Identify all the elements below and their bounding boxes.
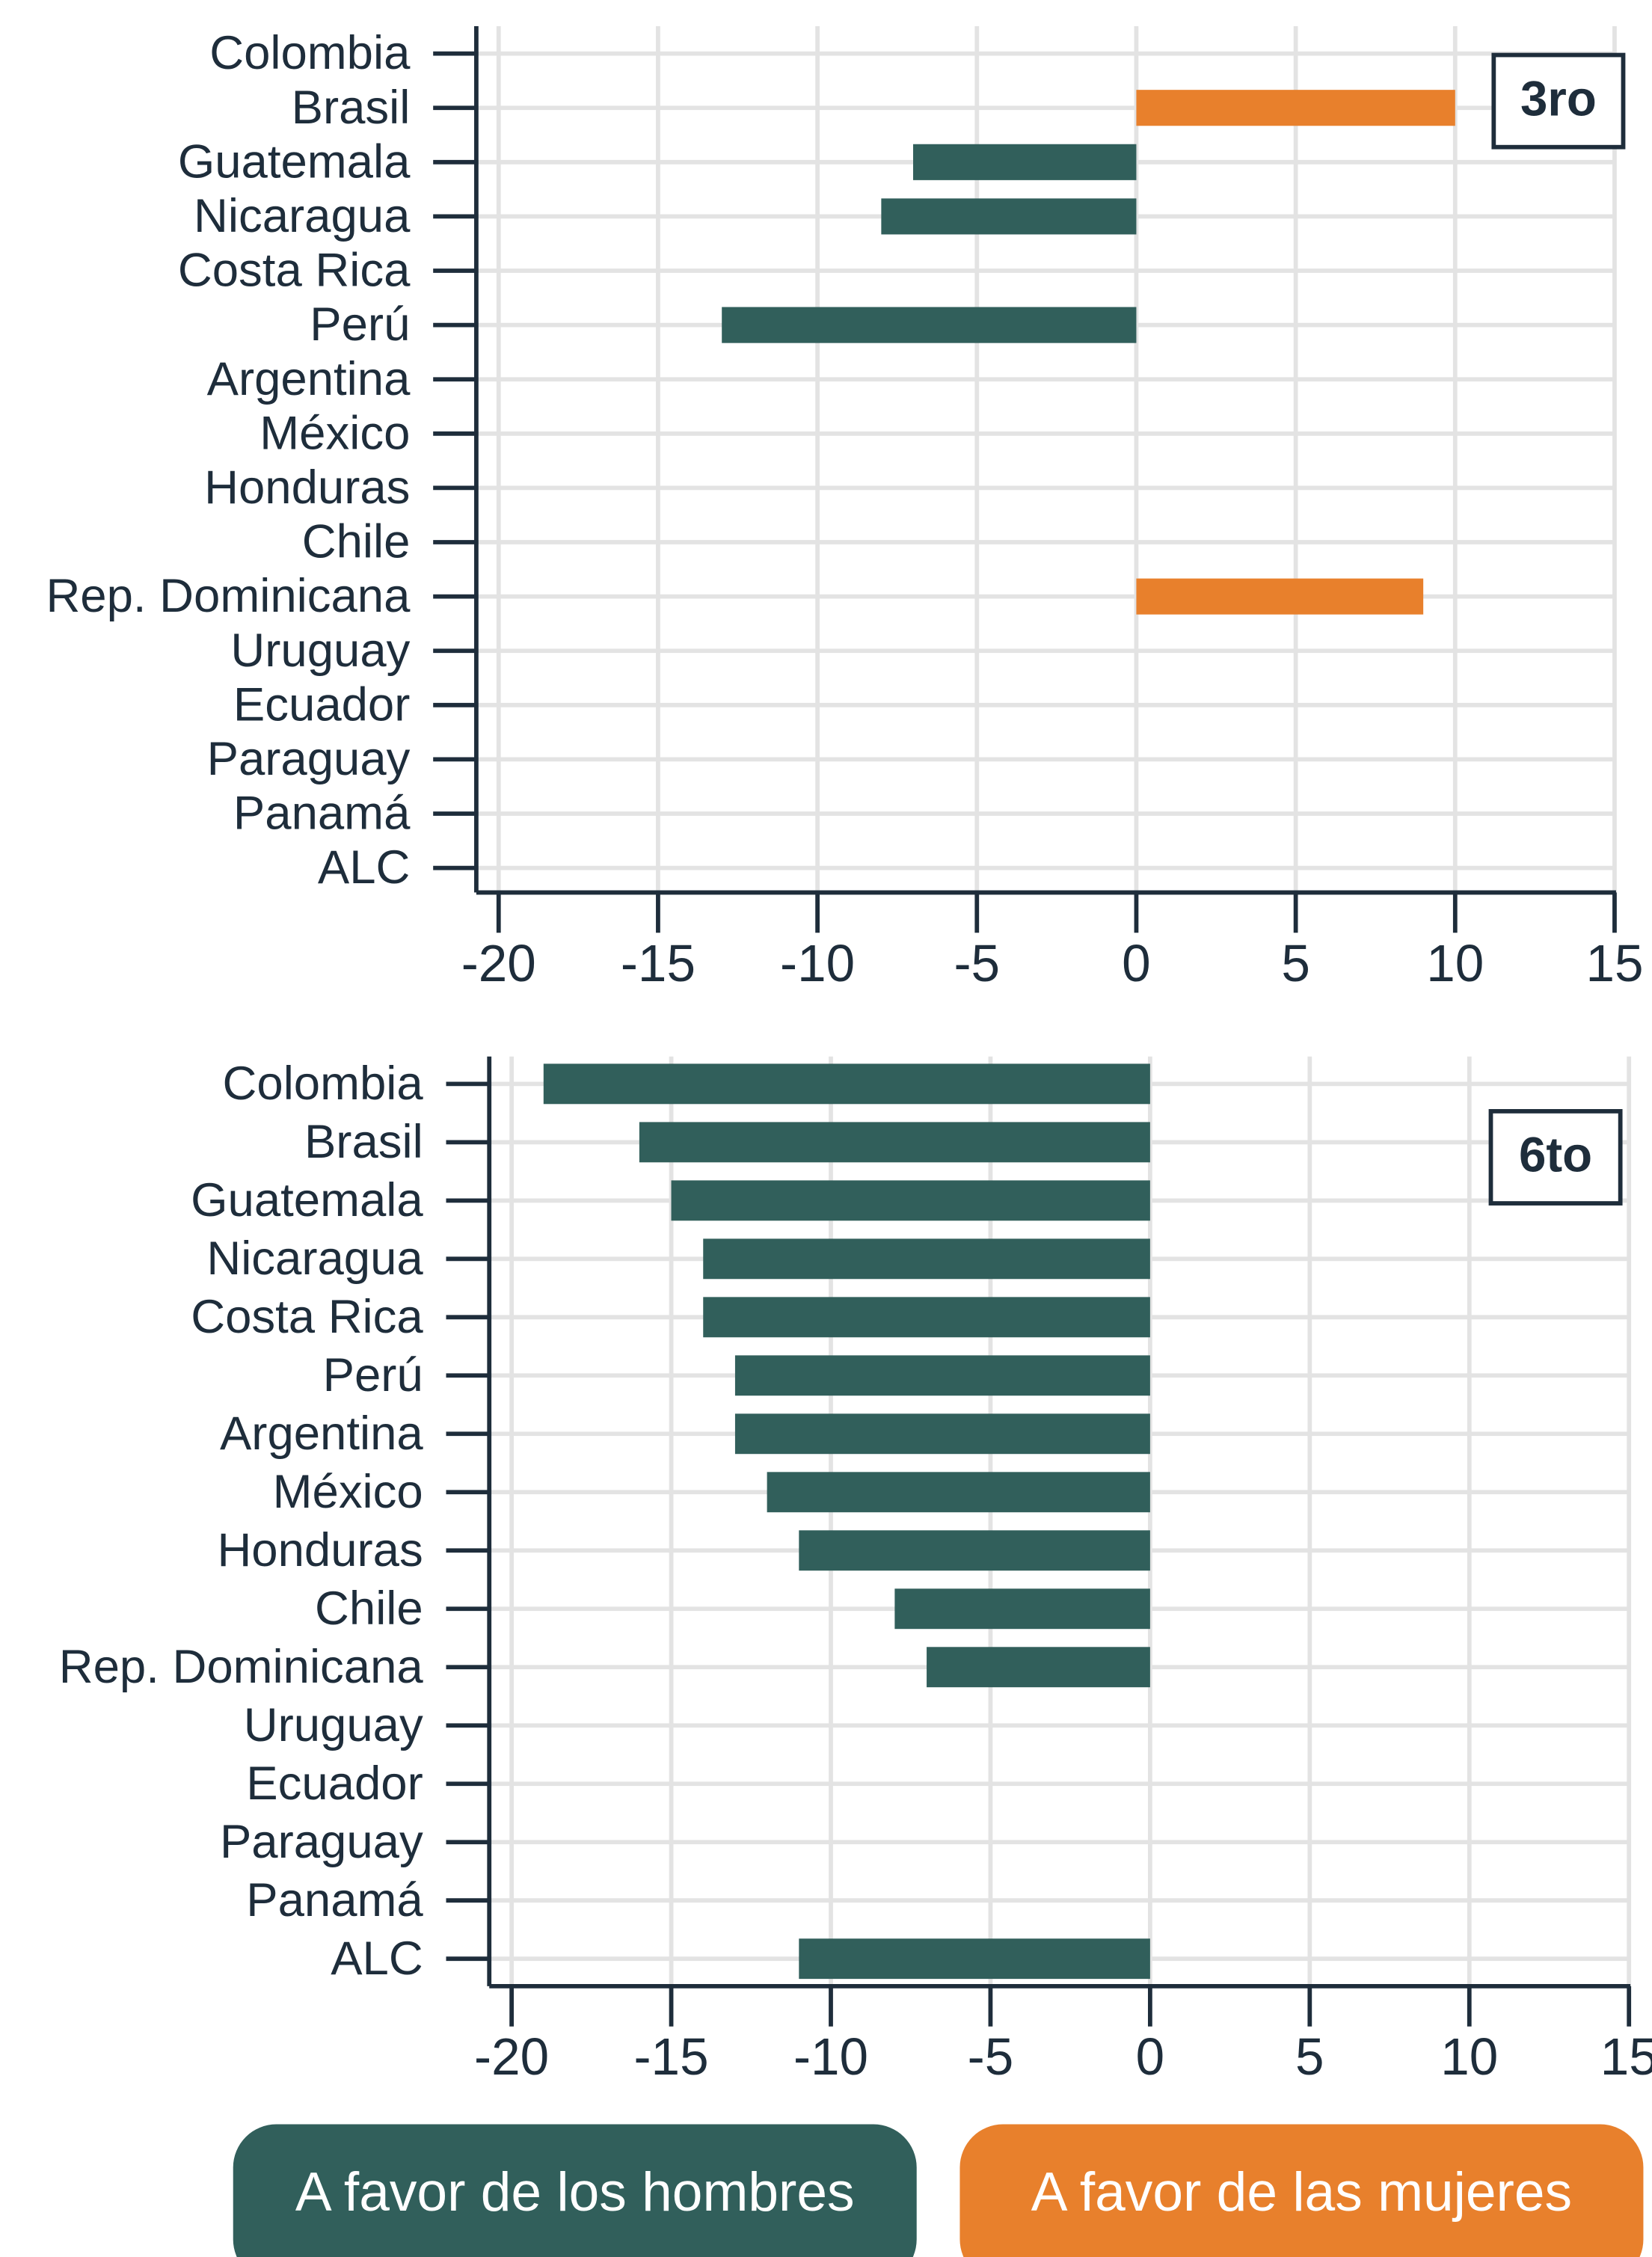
bar <box>799 1938 1150 1980</box>
y-tick-label: ALC <box>331 1932 423 1985</box>
y-tick-label: México <box>260 407 410 459</box>
y-tick-label: Paraguay <box>207 733 411 785</box>
bar <box>1136 578 1424 615</box>
bar <box>1136 90 1455 126</box>
y-tick-label: Panamá <box>246 1874 423 1926</box>
y-tick-label: Argentina <box>220 1407 423 1460</box>
bar <box>543 1063 1150 1105</box>
y-tick-label: Nicaragua <box>206 1232 423 1285</box>
y-tick-label: Uruguay <box>244 1699 423 1751</box>
y-tick-label: Chile <box>315 1582 423 1635</box>
bar <box>881 198 1137 235</box>
bar <box>799 1530 1150 1571</box>
y-tick-label: Guatemala <box>191 1174 423 1226</box>
bar <box>927 1647 1150 1688</box>
x-tick-label: 10 <box>1426 934 1484 992</box>
y-tick-label: Ecuador <box>246 1757 423 1810</box>
x-tick-label: 15 <box>1585 934 1643 992</box>
bar <box>734 1413 1150 1455</box>
bar <box>913 144 1137 180</box>
y-tick-label: Rep. Dominicana <box>46 570 411 622</box>
x-tick-label: -5 <box>968 2027 1014 2086</box>
panel-label: 6to <box>1519 1128 1592 1182</box>
y-tick-label: Honduras <box>217 1524 423 1576</box>
y-tick-label: Uruguay <box>230 624 410 677</box>
x-tick-label: 15 <box>1600 2027 1652 2086</box>
x-tick-label: -5 <box>954 934 1000 992</box>
y-tick-label: Paraguay <box>220 1816 423 1868</box>
bar <box>703 1297 1150 1338</box>
legend-swatch <box>959 2124 1644 2257</box>
y-tick-label: Perú <box>323 1349 423 1401</box>
legend-swatch <box>233 2124 917 2257</box>
panel-box <box>1491 52 1626 150</box>
panel-box <box>1488 1109 1623 1206</box>
x-tick-label: -15 <box>621 934 696 992</box>
x-tick-label: -10 <box>780 934 855 992</box>
y-tick-label: Guatemala <box>178 135 411 188</box>
y-tick-label: ALC <box>318 841 411 894</box>
x-tick-label: -15 <box>633 2027 708 2086</box>
x-tick-label: 0 <box>1136 2027 1165 2086</box>
y-tick-label: Argentina <box>207 353 411 405</box>
x-tick-label: -20 <box>474 2027 549 2086</box>
y-tick-label: Chile <box>302 516 411 568</box>
bar <box>722 307 1137 343</box>
y-tick-label: México <box>273 1466 423 1518</box>
x-tick-label: 5 <box>1295 2027 1324 2086</box>
y-tick-label: Rep. Dominicana <box>59 1641 424 1693</box>
y-tick-label: Honduras <box>204 461 410 514</box>
bar <box>639 1122 1150 1163</box>
legend-label: A favor de los hombres <box>295 2162 855 2223</box>
y-tick-label: Colombia <box>223 1057 424 1110</box>
legend-label: A favor de las mujeres <box>1031 2162 1572 2223</box>
x-tick-label: -20 <box>461 934 536 992</box>
bar <box>671 1180 1150 1221</box>
y-tick-label: Perú <box>310 298 410 351</box>
y-tick-label: Ecuador <box>233 678 410 731</box>
y-tick-label: Nicaragua <box>194 190 411 242</box>
bar <box>894 1588 1150 1630</box>
y-tick-label: Costa Rica <box>178 245 411 297</box>
y-tick-label: Costa Rica <box>191 1291 423 1343</box>
x-tick-label: -10 <box>793 2027 868 2086</box>
bar <box>767 1472 1150 1513</box>
y-tick-label: Panamá <box>233 787 411 840</box>
y-tick-label: Colombia <box>209 27 411 79</box>
x-tick-label: 5 <box>1281 934 1310 992</box>
x-tick-label: 0 <box>1122 934 1151 992</box>
panel-label: 3ro <box>1520 71 1597 126</box>
bar <box>703 1238 1150 1280</box>
x-tick-label: 10 <box>1440 2027 1498 2086</box>
y-tick-label: Brasil <box>292 82 411 134</box>
bar <box>734 1355 1150 1396</box>
y-tick-label: Brasil <box>304 1116 423 1168</box>
